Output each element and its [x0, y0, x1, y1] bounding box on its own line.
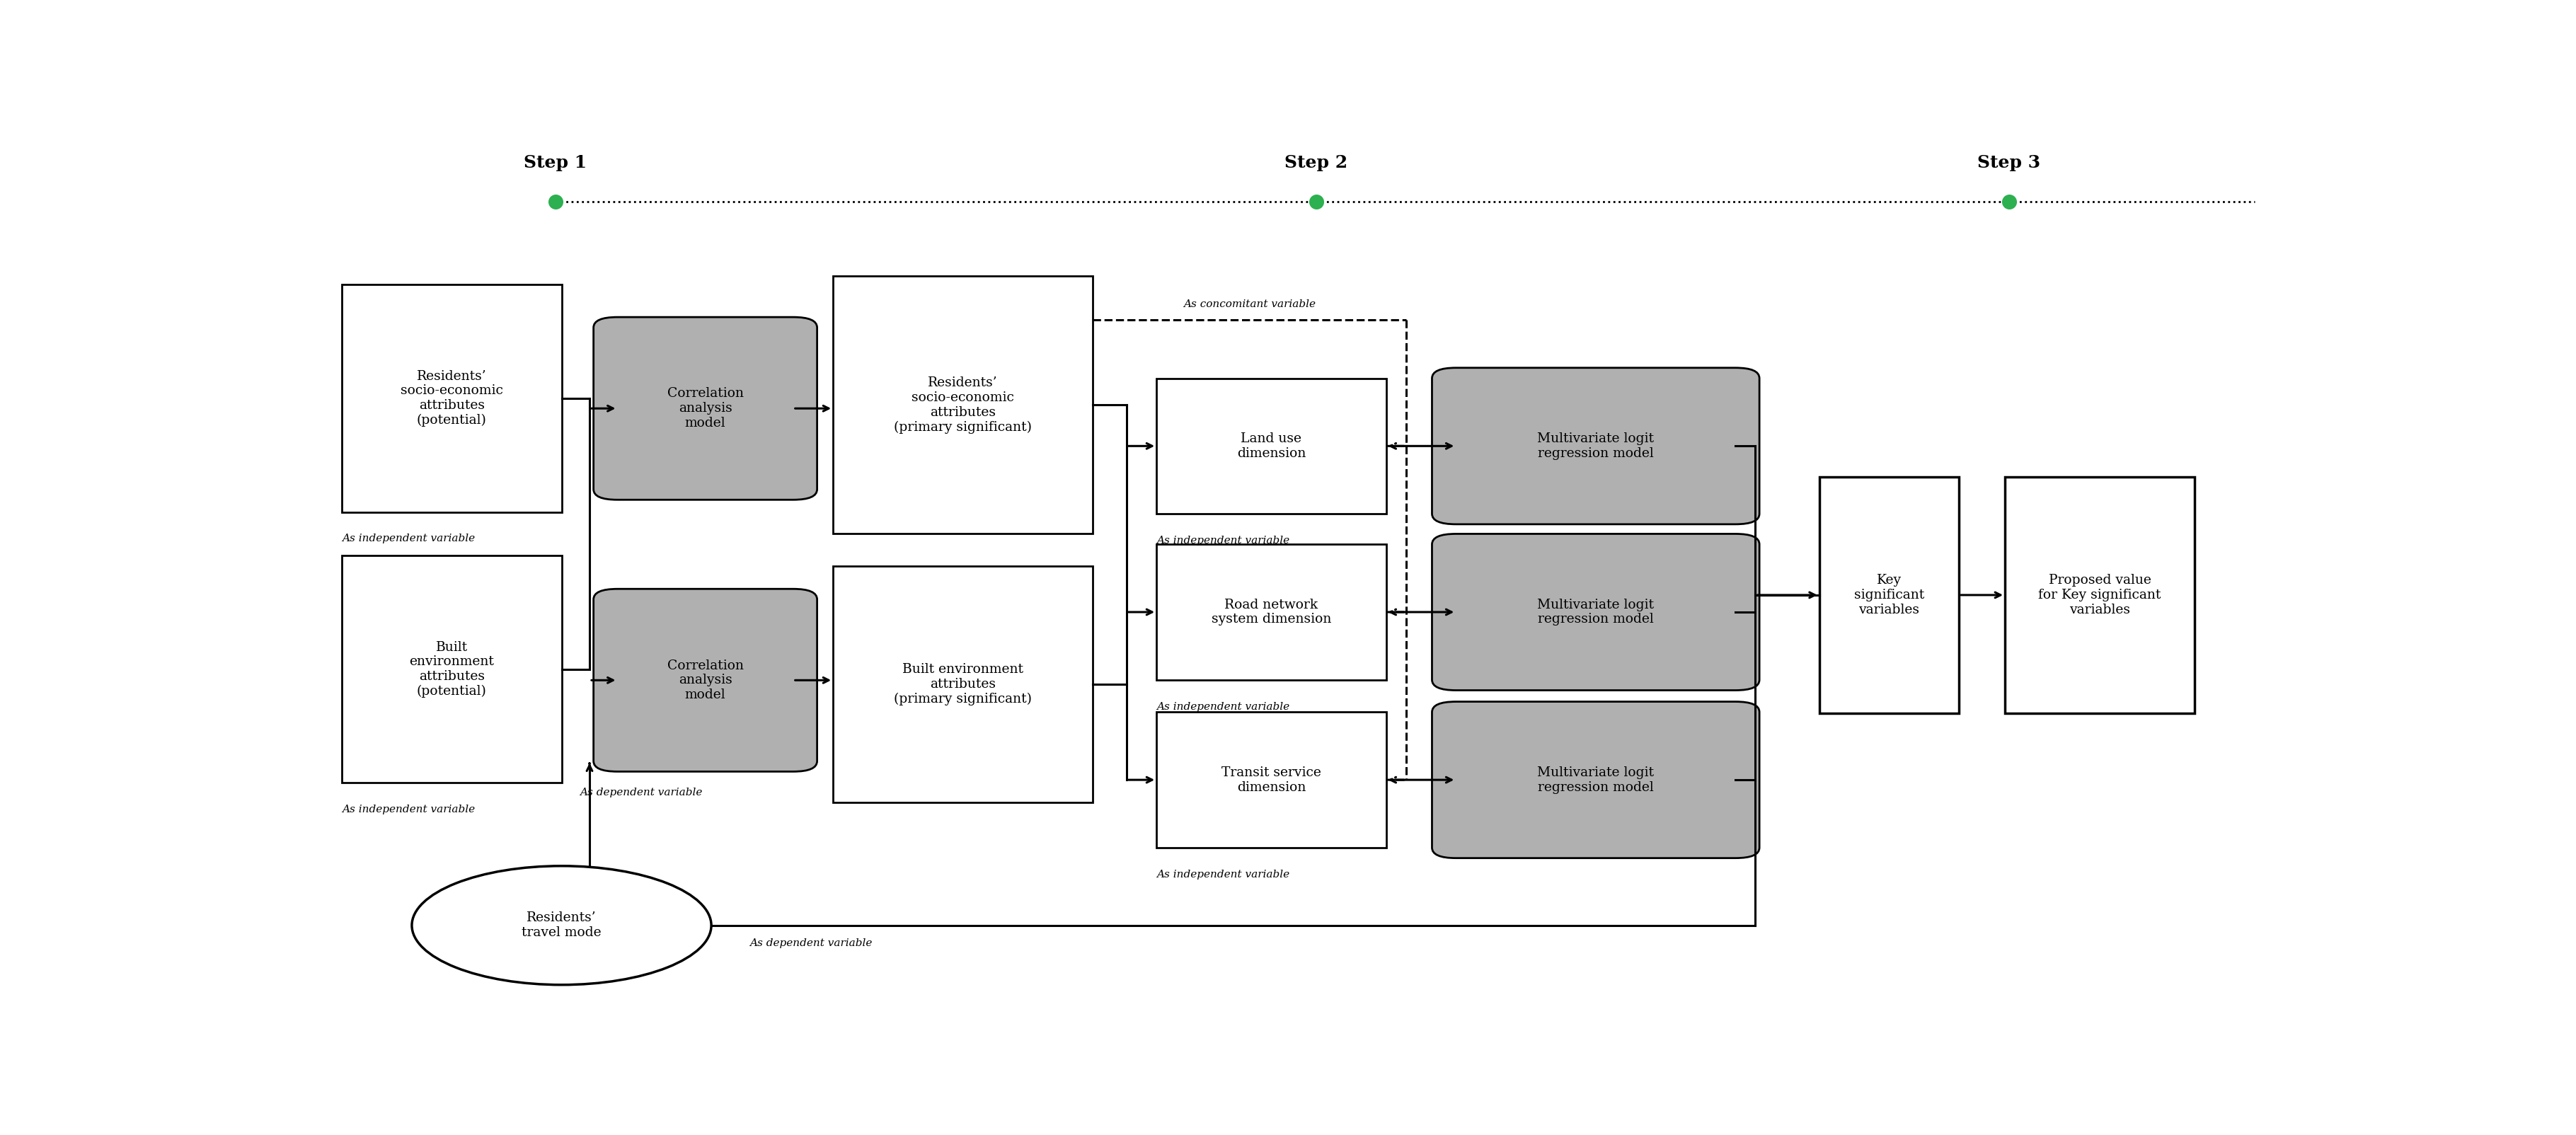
Point	[1989, 193, 2030, 211]
Text: As independent variable: As independent variable	[1157, 701, 1291, 712]
FancyBboxPatch shape	[2004, 477, 2195, 713]
FancyBboxPatch shape	[1157, 712, 1386, 848]
FancyBboxPatch shape	[832, 276, 1092, 533]
FancyBboxPatch shape	[343, 285, 562, 512]
FancyBboxPatch shape	[1432, 368, 1759, 524]
Ellipse shape	[412, 866, 711, 985]
Text: Key
significant
variables: Key significant variables	[1855, 574, 1924, 616]
Text: Multivariate logit
regression model: Multivariate logit regression model	[1538, 598, 1654, 625]
Text: Proposed value
for Key significant
variables: Proposed value for Key significant varia…	[2038, 574, 2161, 616]
FancyBboxPatch shape	[1432, 533, 1759, 690]
FancyBboxPatch shape	[592, 317, 817, 499]
FancyBboxPatch shape	[832, 566, 1092, 802]
Text: Built environment
attributes
(primary significant): Built environment attributes (primary si…	[894, 663, 1033, 705]
Text: As dependent variable: As dependent variable	[750, 939, 873, 949]
Text: Correlation
analysis
model: Correlation analysis model	[667, 387, 744, 429]
FancyBboxPatch shape	[1432, 701, 1759, 858]
Text: Transit service
dimension: Transit service dimension	[1221, 766, 1321, 793]
Text: Correlation
analysis
model: Correlation analysis model	[667, 659, 744, 701]
Text: As independent variable: As independent variable	[1157, 869, 1291, 880]
Text: Step 1: Step 1	[523, 154, 587, 171]
Text: As concomitant variable: As concomitant variable	[1182, 300, 1316, 309]
Text: As independent variable: As independent variable	[343, 533, 474, 544]
Text: Built
environment
attributes
(potential): Built environment attributes (potential)	[410, 641, 495, 698]
Text: As independent variable: As independent variable	[1157, 536, 1291, 546]
Text: Residents’
socio-economic
attributes
(potential): Residents’ socio-economic attributes (po…	[399, 370, 502, 427]
Text: As independent variable: As independent variable	[343, 805, 474, 815]
Text: Road network
system dimension: Road network system dimension	[1211, 598, 1332, 625]
Text: Step 2: Step 2	[1285, 154, 1347, 171]
Text: Multivariate logit
regression model: Multivariate logit regression model	[1538, 766, 1654, 793]
FancyBboxPatch shape	[1819, 477, 1960, 713]
Text: Residents’
travel mode: Residents’ travel mode	[523, 911, 600, 939]
FancyBboxPatch shape	[343, 556, 562, 783]
Point	[1296, 193, 1337, 211]
Text: Step 3: Step 3	[1978, 154, 2040, 171]
Point	[536, 193, 577, 211]
Text: Residents’
socio-economic
attributes
(primary significant): Residents’ socio-economic attributes (pr…	[894, 377, 1033, 434]
FancyBboxPatch shape	[1157, 545, 1386, 680]
FancyBboxPatch shape	[1157, 378, 1386, 514]
FancyBboxPatch shape	[592, 589, 817, 772]
Text: As dependent variable: As dependent variable	[580, 788, 703, 797]
Text: Multivariate logit
regression model: Multivariate logit regression model	[1538, 432, 1654, 460]
Text: Land use
dimension: Land use dimension	[1236, 432, 1306, 460]
